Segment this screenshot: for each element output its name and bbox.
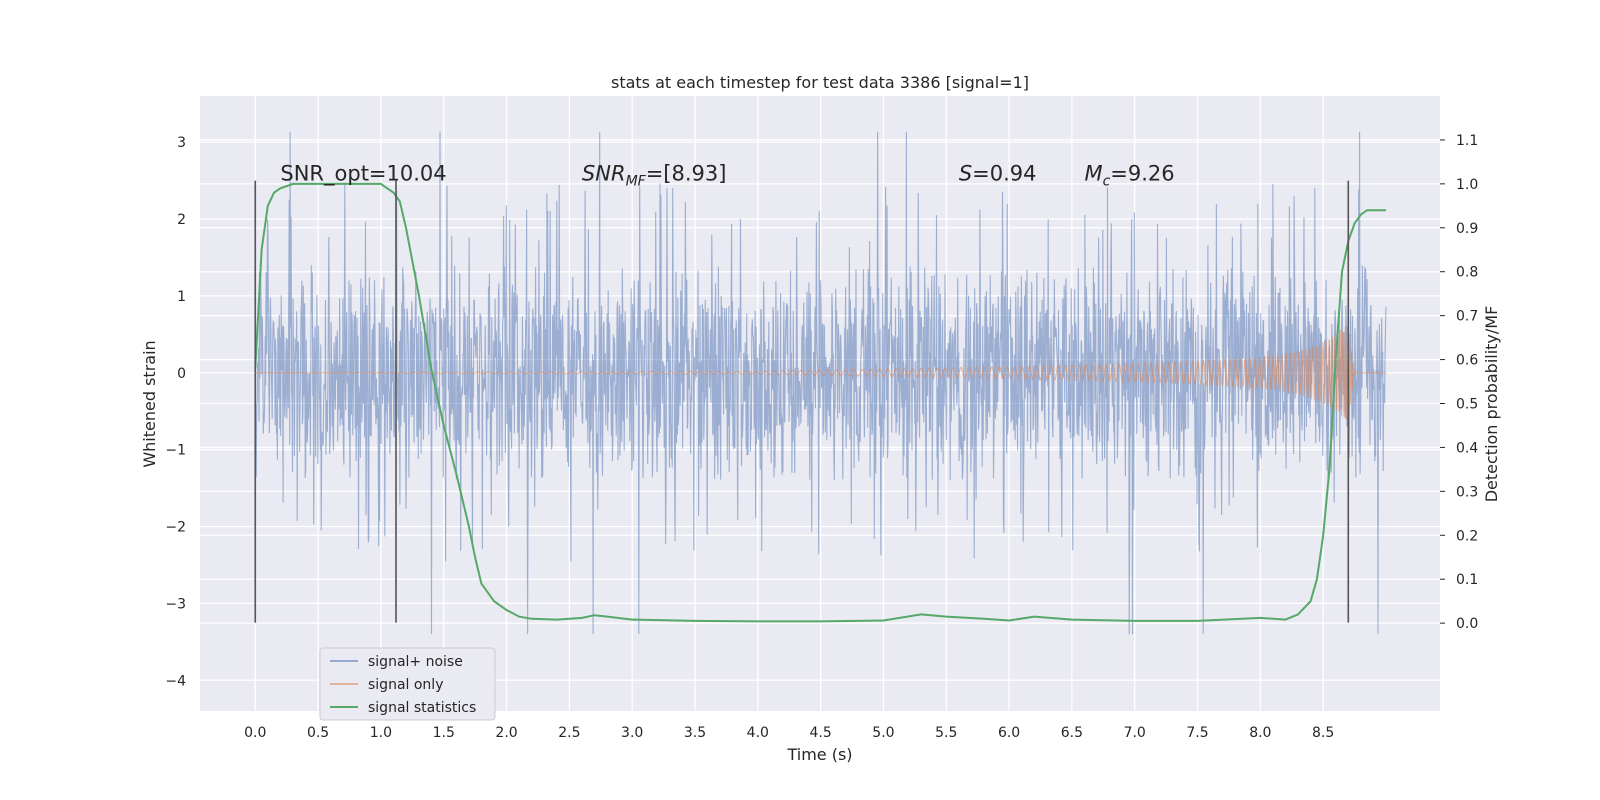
y-right-tick-label: 1.1 xyxy=(1456,133,1478,149)
y-tick-label: 3 xyxy=(177,135,186,151)
x-tick-label: 2.5 xyxy=(558,725,580,741)
y-axis-label: Whitened strain xyxy=(140,340,159,467)
legend-label-signal-noise: signal+ noise xyxy=(368,654,463,670)
y-right-tick-label: 1.0 xyxy=(1456,177,1478,193)
y-right-tick-label: 0.2 xyxy=(1456,528,1478,544)
x-tick-label: 7.5 xyxy=(1186,725,1208,741)
x-tick-label: 0.5 xyxy=(307,725,329,741)
x-tick-label: 5.0 xyxy=(872,725,894,741)
chart-title: stats at each timestep for test data 338… xyxy=(611,73,1029,92)
series-signal-statistics xyxy=(254,182,1386,623)
annotation: SNR_opt=10.04 xyxy=(280,162,446,187)
x-tick-label: 3.0 xyxy=(621,725,643,741)
vertical-markers xyxy=(254,180,1350,623)
y-right-tick-label: 0.4 xyxy=(1456,440,1478,456)
series-signal-noise xyxy=(254,131,1387,635)
annotations: SNR_opt=10.04 SNRMF=[8.93] S=0.94 Mc=9.26 xyxy=(280,162,1174,190)
y-tick-label: 1 xyxy=(177,289,186,305)
x-tick-label: 3.5 xyxy=(684,725,706,741)
x-tick-label: 4.5 xyxy=(809,725,831,741)
x-tick-label: 1.0 xyxy=(370,725,392,741)
x-tick-label: 4.0 xyxy=(747,725,769,741)
y-tick-label: 2 xyxy=(177,212,186,228)
y-axis-right-label: Detection probability/MF xyxy=(1482,306,1501,503)
x-tick-label: 6.0 xyxy=(998,725,1020,741)
legend: signal+ noise signal only signal statist… xyxy=(319,647,496,721)
x-tick-label: 0.0 xyxy=(244,725,266,741)
annotation: SNRMF=[8.93] xyxy=(582,162,727,190)
y-tick-label: −4 xyxy=(165,673,186,689)
y-right-tick-label: 0.9 xyxy=(1456,221,1478,237)
ticks: 0.0 0.5 1.0 1.5 2.0 2.5 3.0 3.5 4.0 4.5 5.0 5.5 6.0 6… xyxy=(165,133,1478,741)
x-tick-label: 7.0 xyxy=(1124,725,1146,741)
series-signal-only xyxy=(255,325,1386,421)
y-right-tick-label: 0.6 xyxy=(1456,353,1478,369)
annotation: Mc=9.26 xyxy=(1084,162,1174,190)
y-tick-label: −3 xyxy=(165,596,186,612)
y-right-tick-label: 0.1 xyxy=(1456,572,1478,588)
annotation: S=0.94 xyxy=(959,162,1037,186)
y-right-tick-label: 0.7 xyxy=(1456,309,1478,325)
y-tick-label: 0 xyxy=(177,366,186,382)
x-tick-label: 5.5 xyxy=(935,725,957,741)
legend-label-signal-statistics: signal statistics xyxy=(368,700,476,716)
legend-box xyxy=(319,647,496,721)
traces xyxy=(254,131,1387,635)
x-tick-label: 8.0 xyxy=(1249,725,1271,741)
x-axis-label: Time (s) xyxy=(786,745,852,764)
x-tick-label: 8.5 xyxy=(1312,725,1334,741)
y-tick-label: −1 xyxy=(165,443,186,459)
y-tick-label: −2 xyxy=(165,520,186,536)
x-tick-label: 2.0 xyxy=(495,725,517,741)
x-tick-label: 6.5 xyxy=(1061,725,1083,741)
y-right-tick-label: 0.3 xyxy=(1456,484,1478,500)
y-right-tick-label: 0.0 xyxy=(1456,616,1478,632)
y-right-tick-label: 0.5 xyxy=(1456,397,1478,413)
y-right-tick-label: 0.8 xyxy=(1456,265,1478,281)
x-tick-label: 1.5 xyxy=(433,725,455,741)
legend-label-signal-only: signal only xyxy=(368,677,443,693)
